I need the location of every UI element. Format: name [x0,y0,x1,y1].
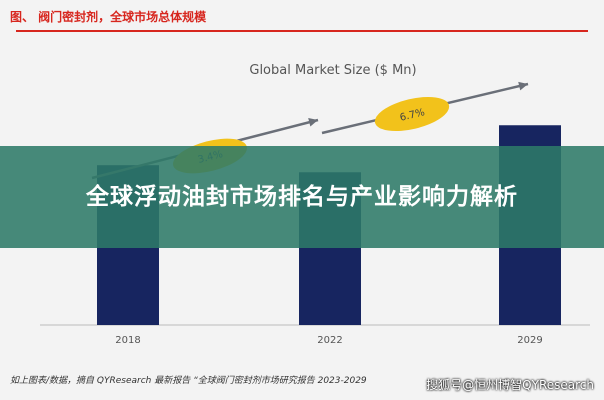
figure-header: 图、 阀门密封剂，全球市场总体规模 [10,10,207,24]
growth-arrow-head-1 [308,118,318,127]
headline-banner: 全球浮动油封市场排名与产业影响力解析 [0,146,604,248]
growth-arrow-head-2 [518,81,528,91]
chart-title: Global Market Size ($ Mn) [249,63,416,78]
x-tick-label-2018: 2018 [115,335,140,346]
source-note: 如上图表/数据，摘自 QYResearch 最新报告 “全球阀门密封剂市场研究报… [10,376,367,386]
x-tick-label-2029: 2029 [517,335,542,346]
x-tick-label-2022: 2022 [317,335,342,346]
headline-text: 全球浮动油封市场排名与产业影响力解析 [86,184,518,210]
cagr-ellipse-2 [374,96,450,132]
header-divider [16,30,588,32]
watermark: 搜狐号@恒州博智QYResearch [426,378,594,392]
